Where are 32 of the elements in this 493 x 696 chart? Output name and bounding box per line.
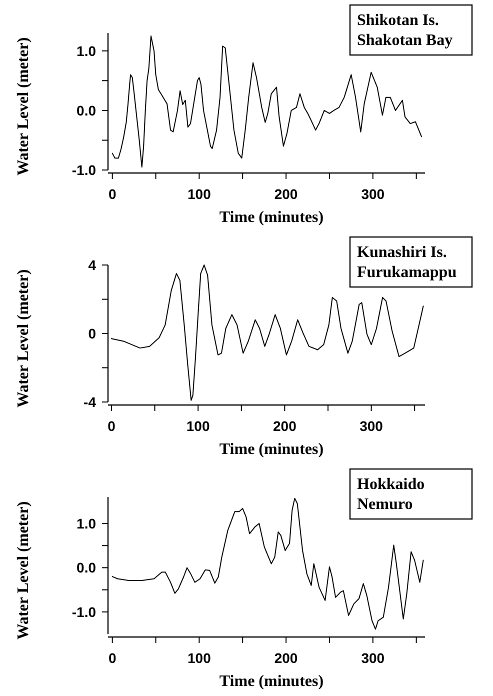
y-tick-label: 0.0 [76, 560, 96, 576]
x-tick-label: 200 [274, 186, 298, 202]
y-axis-title: Water Level (meter) [15, 269, 32, 408]
x-tick-label: 0 [108, 418, 116, 434]
x-axis-title: Time (minutes) [219, 673, 324, 690]
line-series [112, 498, 424, 630]
x-tick-label: 300 [360, 418, 384, 434]
y-tick-label: 0 [88, 325, 96, 342]
x-tick-label: 100 [186, 418, 210, 434]
x-tick-label: 0 [108, 650, 116, 666]
y-tick-label: -4 [84, 394, 96, 410]
x-tick-label: 100 [188, 186, 212, 202]
x-axis-title: Time (minutes) [219, 209, 324, 226]
x-tick-label: 200 [273, 418, 297, 434]
x-tick-label: 300 [361, 650, 385, 666]
line-series [112, 35, 422, 168]
y-tick-label: -1.0 [72, 604, 96, 620]
y-tick-label: 1.0 [76, 42, 96, 59]
annotation: Hokkaido Nemuro [357, 476, 425, 513]
y-tick-label: 4 [88, 256, 96, 273]
y-axis-title: Water Level (meter) [15, 37, 32, 176]
annotation: Kunashiri Is. Furukamappu [357, 244, 457, 281]
y-tick-label: 0.0 [76, 102, 96, 118]
x-tick-label: 100 [188, 650, 212, 666]
annotation: Shikotan Is. Shakotan Bay [357, 12, 453, 49]
x-tick-label: 0 [108, 186, 116, 202]
x-axis-title: Time (minutes) [219, 441, 324, 458]
x-tick-label: 300 [361, 186, 385, 202]
y-tick-label: -1.0 [72, 162, 96, 178]
y-axis-title: Water Level (meter) [15, 501, 32, 640]
y-tick-label: 1.0 [76, 515, 96, 532]
x-tick-label: 200 [274, 650, 298, 666]
